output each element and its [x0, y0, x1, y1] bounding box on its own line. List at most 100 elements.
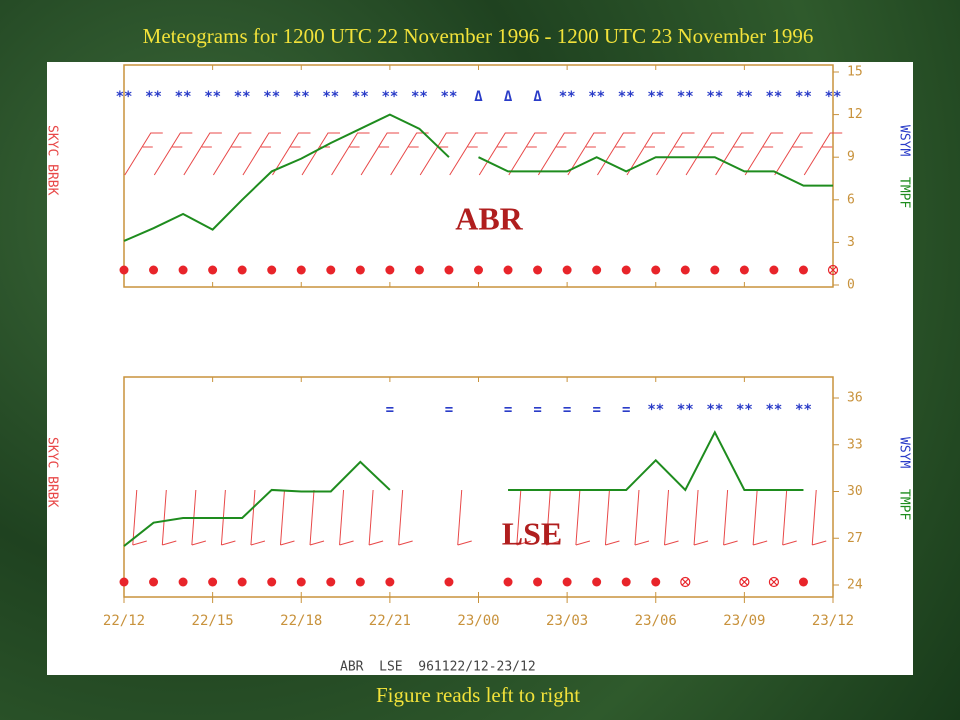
- weather-symbol: =: [533, 402, 541, 418]
- y-tick-label: 0: [847, 278, 855, 293]
- sky-cover: [326, 577, 336, 587]
- sky-cover: [503, 265, 513, 275]
- sky-cover: [326, 265, 336, 275]
- weather-symbol: Δ: [474, 89, 483, 105]
- sky-cover: [739, 265, 749, 275]
- sky-cover: [296, 577, 306, 587]
- sky-cover-cross: [681, 578, 689, 586]
- weather-symbol: **: [765, 402, 782, 418]
- wind-barb: [545, 489, 561, 546]
- wind-barb: [419, 132, 459, 176]
- y-tick-label: 36: [847, 391, 863, 406]
- sky-cover: [621, 265, 631, 275]
- sky-cover: [385, 577, 395, 587]
- sky-cover-cross: [770, 578, 778, 586]
- sky-cover: [533, 577, 543, 587]
- x-tick-label: 22/12: [103, 613, 145, 629]
- y-tick-label: 12: [847, 107, 863, 122]
- y-tick-label: 24: [847, 578, 863, 593]
- right-axis-label: WSYM: [897, 125, 912, 156]
- x-tick-label: 23/06: [635, 613, 677, 629]
- weather-symbol: =: [445, 402, 453, 418]
- y-tick-label: 30: [847, 484, 863, 499]
- wind-barb: [575, 489, 591, 546]
- y-tick-label: 6: [847, 192, 855, 207]
- wind-barb: [309, 489, 325, 546]
- sky-cover: [237, 265, 247, 275]
- x-tick-label: 22/15: [192, 613, 234, 629]
- wind-barb: [250, 489, 266, 546]
- weather-symbol: **: [736, 402, 753, 418]
- wind-barb: [331, 132, 370, 176]
- sky-cover: [178, 265, 188, 275]
- sky-cover: [355, 265, 365, 275]
- slide-title: Meteograms for 1200 UTC 22 November 1996…: [143, 24, 814, 48]
- sky-cover: [237, 577, 247, 587]
- x-tick-label: 23/03: [546, 613, 588, 629]
- wind-barb: [457, 489, 472, 546]
- wind-barb: [656, 132, 695, 176]
- wind-barb: [803, 132, 843, 176]
- sky-cover: [149, 265, 159, 275]
- wind-barb: [368, 489, 384, 546]
- weather-symbol: **: [825, 89, 842, 105]
- weather-symbol: **: [293, 89, 310, 105]
- wind-barb: [634, 489, 650, 546]
- sky-cover: [592, 577, 602, 587]
- weather-symbol: **: [352, 89, 369, 105]
- sky-cover: [651, 577, 661, 587]
- weather-symbol: **: [677, 402, 694, 418]
- wind-barb: [212, 132, 252, 176]
- sky-cover: [651, 265, 661, 275]
- weather-symbol: **: [263, 89, 280, 105]
- wind-barb: [339, 489, 354, 546]
- x-tick-label: 22/18: [280, 613, 322, 629]
- weather-symbol: **: [234, 89, 251, 105]
- wind-barb: [279, 489, 295, 546]
- sky-cover: [267, 577, 277, 587]
- y-tick-label: 33: [847, 437, 863, 452]
- x-tick-label: 23/00: [457, 613, 499, 629]
- weather-symbol: **: [647, 89, 664, 105]
- weather-symbol: **: [322, 89, 339, 105]
- weather-symbol: Δ: [533, 89, 542, 105]
- series-name: TMPF: [897, 177, 912, 208]
- sky-cover: [355, 577, 365, 587]
- wind-barb: [272, 132, 311, 176]
- sky-cover: [119, 577, 129, 587]
- wind-barb: [537, 132, 577, 176]
- wind-barb: [752, 489, 768, 546]
- wind-barb: [153, 132, 193, 176]
- wind-barb: [124, 132, 163, 176]
- sky-cover: [178, 577, 188, 587]
- sky-cover: [414, 265, 424, 275]
- sky-cover: [267, 265, 277, 275]
- sky-cover: [562, 265, 572, 275]
- wind-barb: [161, 489, 177, 546]
- weather-symbol: **: [559, 89, 576, 105]
- weather-symbol: **: [175, 89, 192, 105]
- weather-symbol: Δ: [504, 89, 513, 105]
- figure-panel: [47, 62, 913, 675]
- y-tick-label: 9: [847, 150, 855, 165]
- temperature-line: [123, 113, 833, 242]
- sky-cover: [149, 577, 159, 587]
- wind-barb: [744, 132, 784, 176]
- sky-cover: [827, 264, 839, 276]
- sky-cover: [385, 265, 395, 275]
- weather-symbol: **: [116, 89, 133, 105]
- sky-cover: [710, 265, 720, 275]
- wind-barb: [567, 132, 606, 176]
- sky-cover: [768, 576, 780, 588]
- station-label: ABR: [455, 200, 523, 236]
- wind-barb: [811, 489, 827, 546]
- temperature-line: [123, 430, 804, 547]
- x-tick-label: 23/12: [812, 613, 854, 629]
- weather-symbol: **: [795, 402, 812, 418]
- weather-symbol: **: [795, 89, 812, 105]
- weather-symbol: =: [504, 402, 512, 418]
- right-axis-label: WSYM: [897, 437, 912, 468]
- weather-symbol: =: [386, 402, 394, 418]
- weather-symbol: **: [736, 89, 753, 105]
